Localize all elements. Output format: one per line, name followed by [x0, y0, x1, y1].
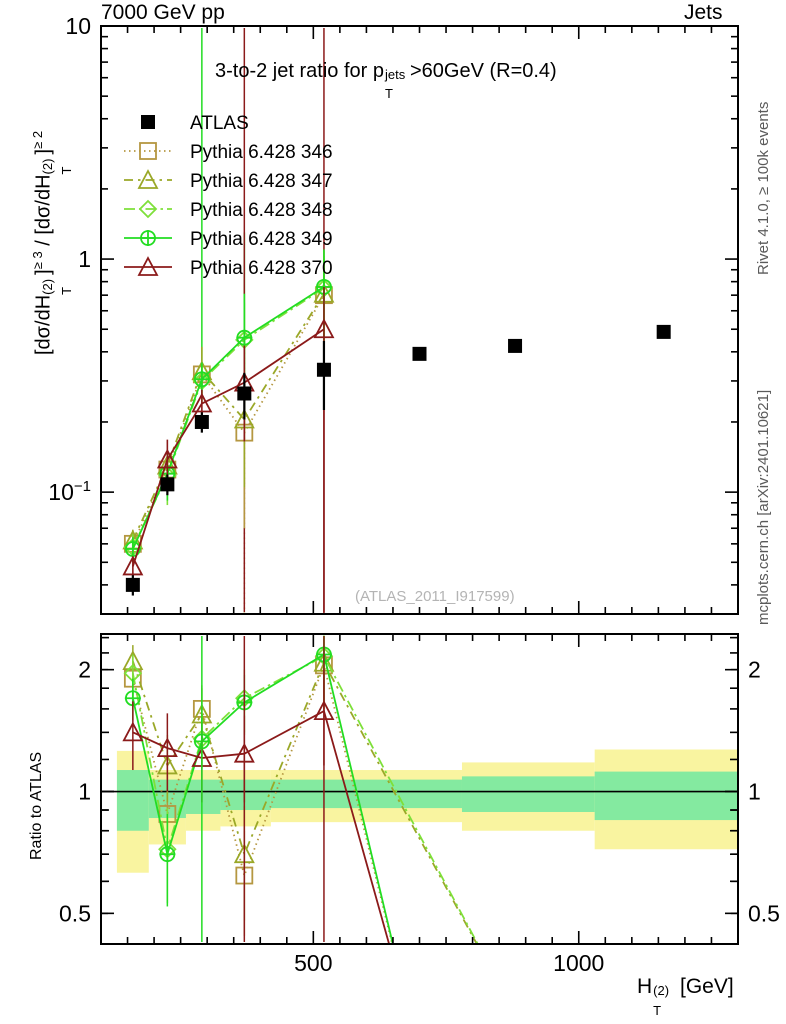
y-axis-label-ratio: Ratio to ATLAS — [28, 751, 45, 860]
legend-label-p348: Pythia 6.428 348 — [190, 200, 333, 221]
y-axis-label-main: [dσ/dH (2) T ]≥ 3 / [dσ/dH (2) T ]≥ 2 — [30, 130, 74, 355]
data-marker-filled-square — [237, 386, 252, 401]
ratio-line-p347 — [131, 660, 478, 943]
series-line-p349 — [132, 286, 325, 550]
ylbl-p1: (2) — [39, 278, 55, 295]
data-marker-filled-square — [412, 346, 427, 361]
ratio-tick-label-2-right: 2 — [748, 657, 761, 683]
data-marker-filled-square — [160, 477, 175, 492]
header-left: 7000 GeV pp — [101, 1, 225, 24]
data-marker-filled-square — [508, 338, 523, 353]
y-tick-label-1: 1 — [78, 246, 91, 272]
legend-item-p347[interactable]: Pythia 6.428 347 — [124, 169, 333, 192]
xlbl-p2: T — [653, 1003, 662, 1018]
data-marker-filled-square — [656, 324, 671, 339]
ylbl-p5: / [dσ/dH — [32, 174, 55, 252]
data-marker-open-triangle — [122, 555, 144, 576]
ratio-line-p346 — [131, 662, 393, 943]
data-marker-open-triangle — [137, 256, 159, 276]
x-axis-label: H (2) T [GeV] — [637, 975, 734, 1018]
data-marker-open-triangle — [156, 448, 178, 469]
legend-item-p348[interactable]: Pythia 6.428 348 — [124, 199, 333, 221]
data-marker-open-triangle — [122, 721, 144, 742]
plot-title-a: 3-to-2 jet ratio for p — [215, 60, 384, 82]
legend-label-p370: Pythia 6.428 370 — [190, 258, 333, 279]
ratio-tick-label-2: 2 — [78, 657, 91, 683]
band-green — [461, 776, 595, 812]
y-tick-label-01: 10−1 — [48, 478, 91, 505]
band-green — [270, 779, 462, 809]
series-p348 — [123, 251, 334, 563]
header-right: Jets — [684, 1, 723, 24]
data-marker-open-triangle — [137, 169, 159, 189]
plot-title-sup: jets — [384, 67, 406, 82]
ratio-line-p349 — [131, 653, 394, 943]
ylbl-p2: T — [58, 286, 74, 295]
ratio-line-p370 — [132, 709, 390, 943]
xlbl-p0: H — [637, 975, 653, 998]
x-tick-label-1000: 1000 — [553, 950, 604, 976]
xlbl-p1: (2) — [653, 983, 670, 998]
legend-label-atlas: ATLAS — [190, 113, 249, 134]
ylbl-p3: ] — [32, 269, 55, 275]
legend-label-p349: Pythia 6.428 349 — [190, 229, 333, 250]
band-green — [220, 779, 271, 811]
band-green — [594, 771, 737, 821]
ratio-panel-series — [122, 635, 479, 943]
data-marker-filled-square — [141, 115, 155, 129]
band-green — [116, 770, 149, 831]
band-green — [185, 779, 221, 814]
ratio-tick-label-1-right: 1 — [748, 779, 761, 805]
side-text-rivet: Rivet 4.1.0, ≥ 100k events — [755, 102, 772, 275]
series-line-p347 — [132, 293, 325, 541]
ylbl-p6: (2) — [39, 158, 55, 175]
ratio-uncertainty-bands — [101, 749, 738, 873]
data-marker-filled-square — [125, 577, 140, 592]
legend-label-p347: Pythia 6.428 347 — [190, 171, 333, 192]
watermark-text: (ATLAS_2011_I917599) — [355, 588, 515, 605]
series-line-p348 — [132, 287, 325, 548]
data-marker-open-diamond — [138, 199, 158, 219]
ratio-tick-label-05: 0.5 — [59, 900, 91, 926]
ylbl-p8: ] — [32, 148, 55, 155]
plot-title: 3-to-2 jet ratio for p jets T >60GeV (R=… — [215, 60, 557, 101]
side-text-mcplots: mcplots.cern.ch [arXiv:2401.10621] — [755, 390, 772, 625]
data-marker-open-square — [139, 142, 157, 160]
legend: ATLAS Pythia 6.428 346 Pythia 6.428 347 Pyt… — [124, 113, 333, 279]
data-marker-open-triangle — [313, 318, 335, 339]
series-p349 — [124, 249, 332, 563]
main-x-ticks — [100, 26, 739, 614]
data-marker-open-triangle — [156, 737, 178, 758]
data-marker-filled-square — [316, 362, 331, 377]
ratio-tick-label-1: 1 — [78, 779, 91, 805]
ratio-line-p348 — [131, 654, 479, 943]
ratio-tick-label-05-right: 0.5 — [748, 900, 780, 926]
series-line-p370 — [131, 328, 325, 567]
legend-item-atlas[interactable]: ATLAS — [141, 113, 249, 134]
data-marker-filled-square — [194, 414, 209, 429]
series-line-p346 — [132, 294, 325, 545]
ylbl-p7: T — [58, 166, 74, 175]
data-marker-open-triangle — [191, 392, 213, 413]
ylbl-p9: ≥ 2 — [30, 130, 45, 149]
plot-title-sub: T — [384, 86, 393, 101]
ylbl-p0: [dσ/dH — [32, 294, 55, 355]
ylbl-p4: ≥ 3 — [30, 251, 45, 270]
xlbl-p3: [GeV] — [674, 975, 734, 998]
legend-label-p346: Pythia 6.428 346 — [190, 142, 333, 163]
y-tick-label-10: 10 — [65, 13, 91, 39]
legend-item-p346[interactable]: Pythia 6.428 346 — [124, 142, 333, 163]
legend-item-p349[interactable]: Pythia 6.428 349 — [124, 229, 333, 250]
x-tick-label-500: 500 — [294, 950, 332, 976]
plot-title-b: >60GeV (R=0.4) — [409, 60, 557, 82]
main-y-ticks — [101, 25, 738, 615]
atlas-data-points — [125, 324, 671, 596]
ratio-x-ticks — [100, 634, 739, 944]
legend-item-p370[interactable]: Pythia 6.428 370 — [124, 256, 333, 279]
